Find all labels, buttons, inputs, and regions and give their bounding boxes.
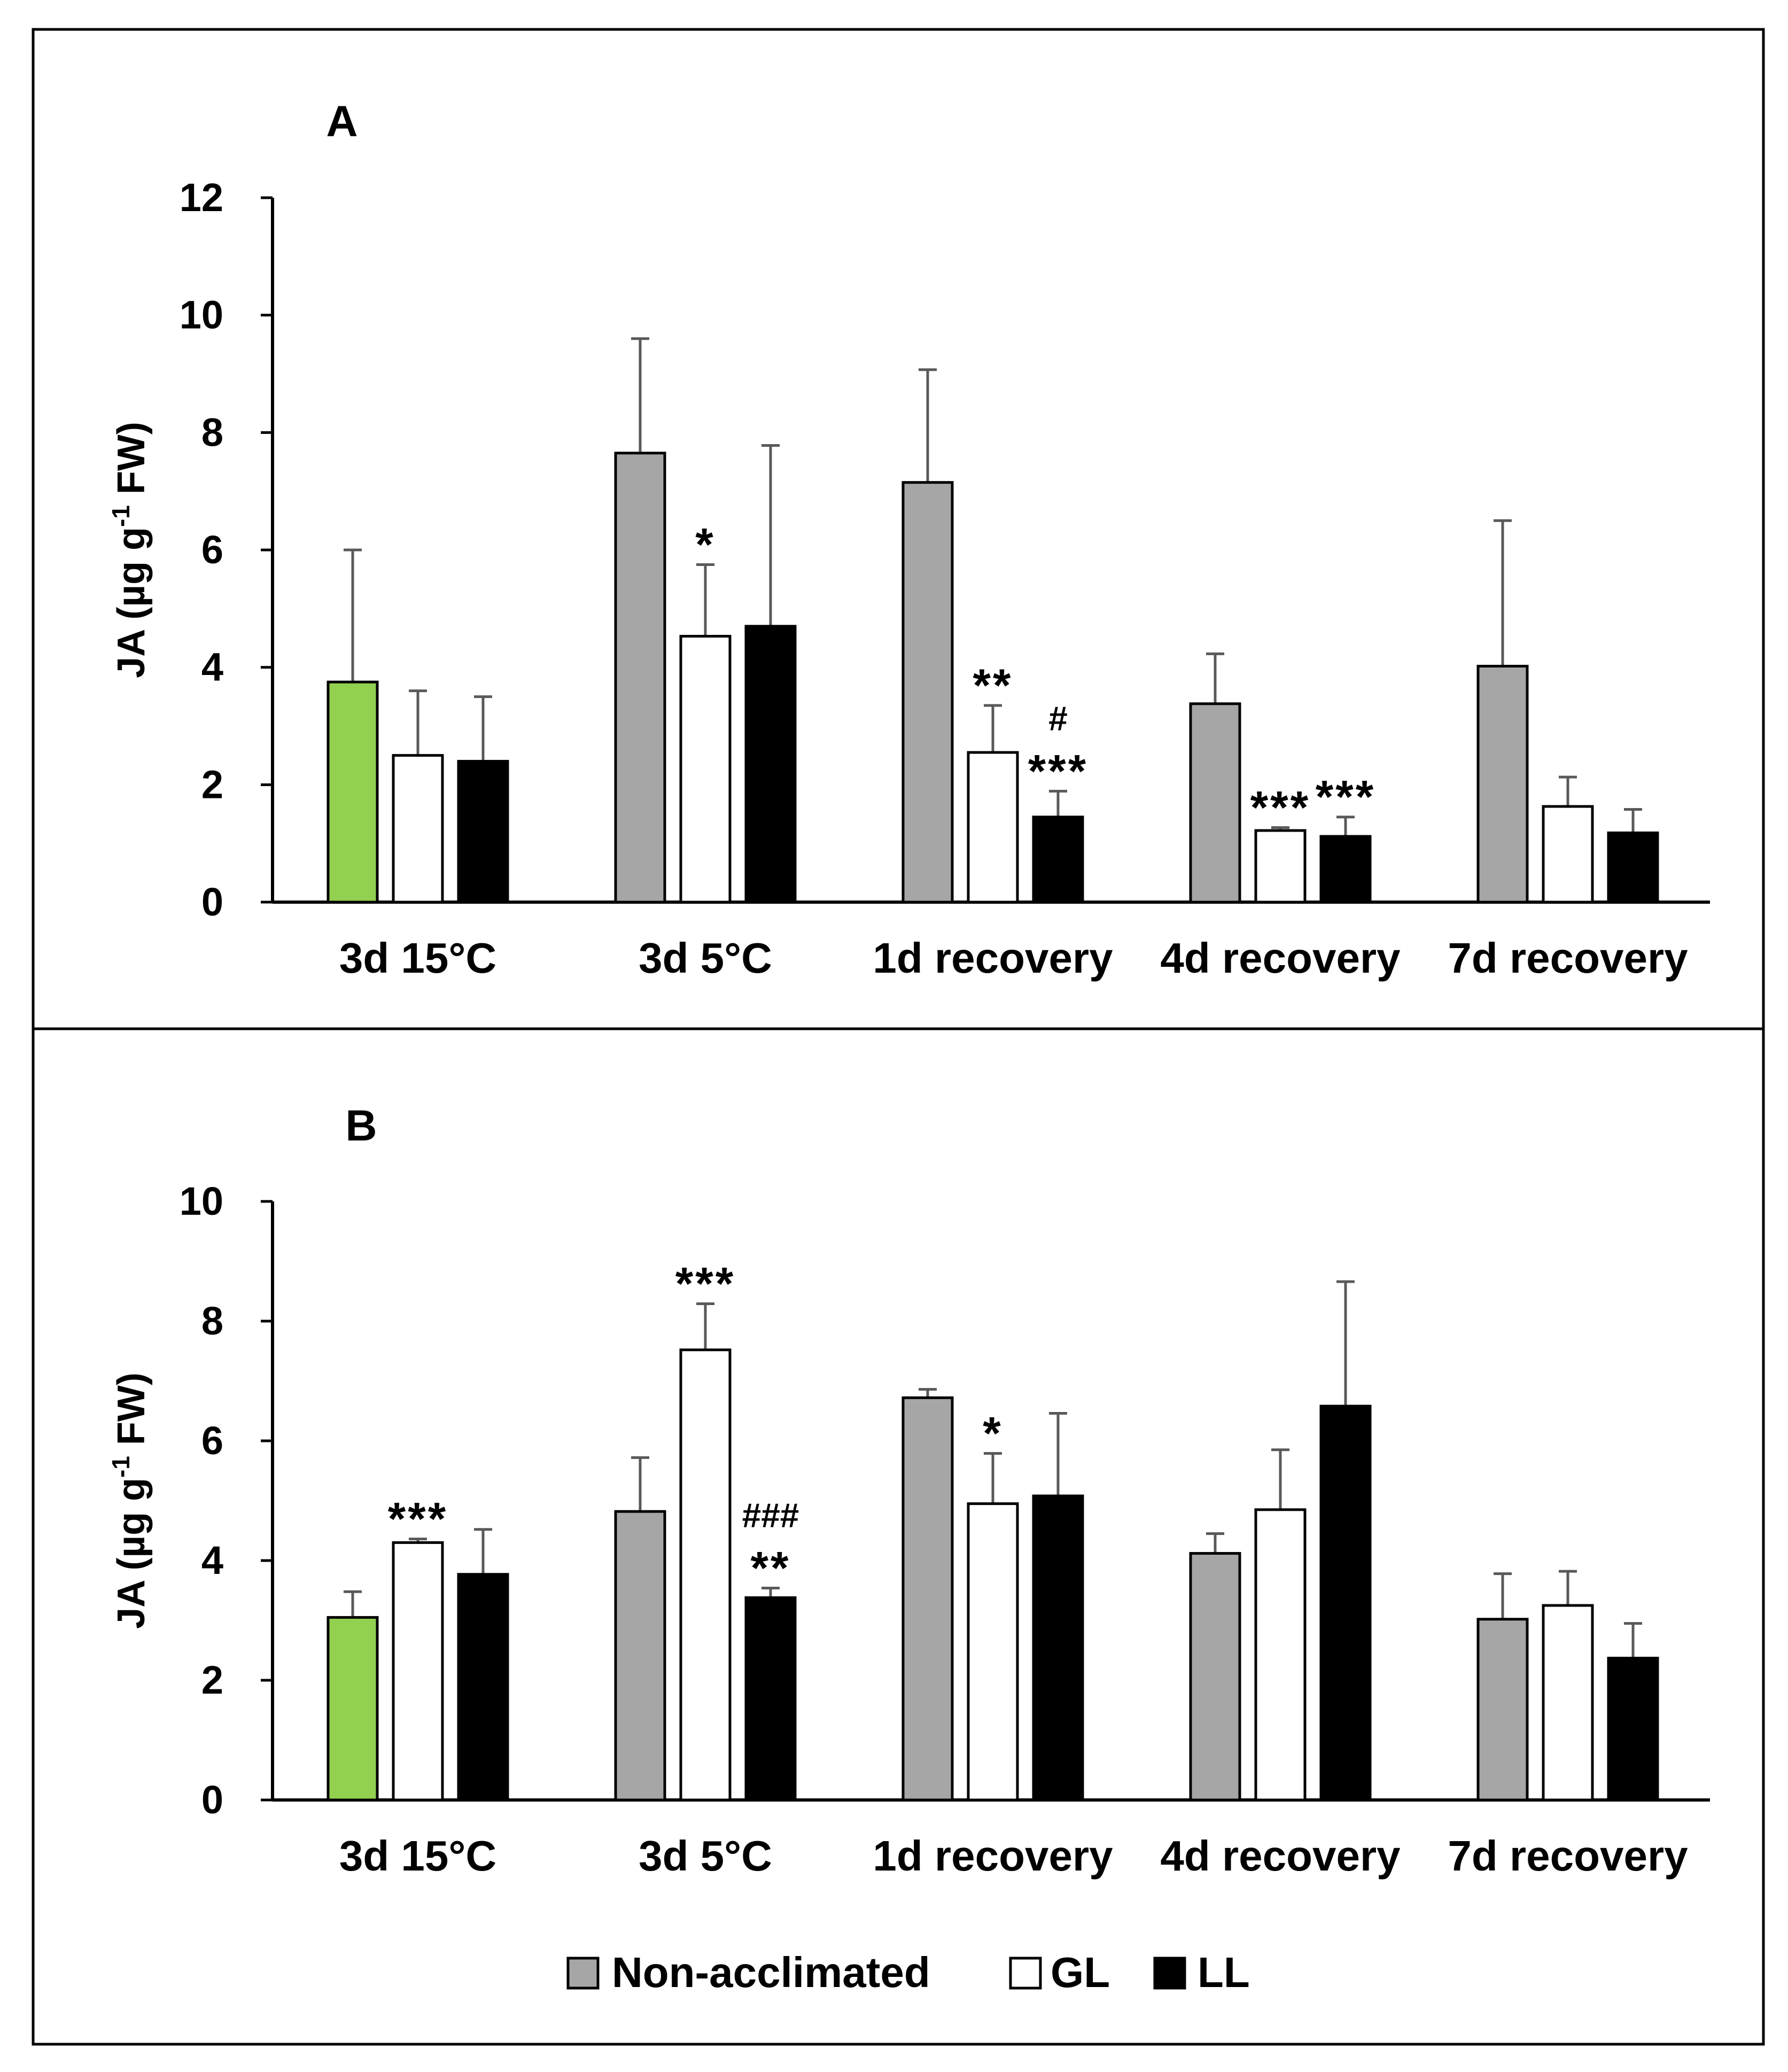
x-tick-label: 3d 15°C [339, 1832, 496, 1880]
bar [1607, 1657, 1659, 1802]
x-tick-label: 3d 15°C [339, 934, 496, 982]
x-tick-label: 1d recovery [873, 934, 1113, 982]
y-tick-label: 0 [201, 880, 223, 924]
panel-label: B [345, 1101, 377, 1150]
significance-marker: # [1048, 699, 1068, 738]
panel-b-chart: B JA (µg g-1 FW) 0 2 4 6 8 10 3d 15°C 3d 5°C 1d re… [107, 1101, 1710, 1880]
bar [457, 759, 509, 904]
significance-marker: * [983, 1408, 1002, 1460]
bar [744, 1596, 797, 1802]
y-tick-label: 8 [201, 1299, 223, 1343]
y-tick-label: 0 [201, 1778, 223, 1822]
significance-marker: *** [675, 1259, 735, 1310]
bar [967, 751, 1019, 904]
bar [967, 1502, 1019, 1802]
significance-marker: *** [1028, 746, 1088, 797]
bar [744, 625, 797, 904]
y-axis-label: JA (µg g-1 FW) [107, 422, 153, 678]
x-tick-label: 4d recovery [1160, 934, 1401, 982]
bar [1032, 816, 1084, 904]
legend-swatch [566, 1957, 600, 1990]
y-tick-label: 4 [201, 1538, 223, 1582]
bar [392, 754, 444, 904]
bar [1542, 805, 1594, 904]
y-tick-label: 12 [180, 175, 223, 220]
legend-swatch [1009, 1957, 1042, 1990]
legend-swatch [1153, 1957, 1186, 1990]
significance-marker: *** [1250, 782, 1310, 834]
y-tick-label: 2 [201, 1658, 223, 1702]
bar [614, 452, 666, 904]
x-tick-label: 3d 5°C [639, 934, 772, 982]
bar [1319, 1404, 1372, 1802]
bar [1032, 1494, 1084, 1802]
significance-marker: ** [973, 660, 1013, 711]
y-tick-label: 4 [201, 645, 223, 689]
y-axis-label: JA (µg g-1 FW) [107, 1372, 153, 1629]
legend-label: LL [1198, 1949, 1250, 1996]
bar [1476, 1618, 1529, 1802]
y-tick-label: 2 [201, 762, 223, 806]
bar [679, 1348, 732, 1802]
bar [614, 1510, 666, 1802]
y-tick-label: 10 [180, 293, 223, 337]
bar [1189, 1552, 1241, 1802]
bar [1607, 831, 1659, 904]
bar [326, 1616, 379, 1802]
x-tick-label: 7d recovery [1448, 934, 1688, 982]
significance-marker: ** [751, 1543, 791, 1594]
x-tick-label: 7d recovery [1448, 1832, 1688, 1880]
bar [1319, 835, 1372, 904]
bar [457, 1573, 509, 1802]
bar [1254, 829, 1307, 904]
y-tick-label: 6 [201, 527, 223, 572]
bar [1476, 664, 1529, 904]
bar [392, 1541, 444, 1802]
x-tick-label: 3d 5°C [639, 1832, 772, 1880]
legend-label: Non-acclimated [612, 1949, 930, 1996]
significance-marker: * [695, 519, 715, 570]
panel-label: A [326, 97, 357, 146]
bar [326, 680, 379, 904]
bar [901, 1396, 954, 1802]
significance-marker: ### [742, 1496, 799, 1535]
legend: Non-acclimated GL LL [566, 1949, 1250, 1996]
significance-marker: *** [388, 1494, 448, 1545]
y-tick-label: 6 [201, 1418, 223, 1463]
significance-marker: *** [1316, 772, 1375, 823]
legend-label: GL [1051, 1949, 1110, 1996]
bar [679, 634, 732, 904]
y-tick-label: 8 [201, 410, 223, 454]
bar [901, 481, 954, 904]
bar [1254, 1508, 1307, 1802]
bar [1542, 1604, 1594, 1802]
figure-border [32, 28, 1765, 2046]
x-tick-label: 4d recovery [1160, 1832, 1401, 1880]
bar [1189, 702, 1241, 904]
x-tick-label: 1d recovery [873, 1832, 1113, 1880]
y-tick-label: 10 [180, 1179, 223, 1223]
panel-a-chart: A JA (µg g-1 FW) 0 2 4 6 8 10 12 3d 15°C 3d 5°C 1d … [107, 97, 1710, 982]
